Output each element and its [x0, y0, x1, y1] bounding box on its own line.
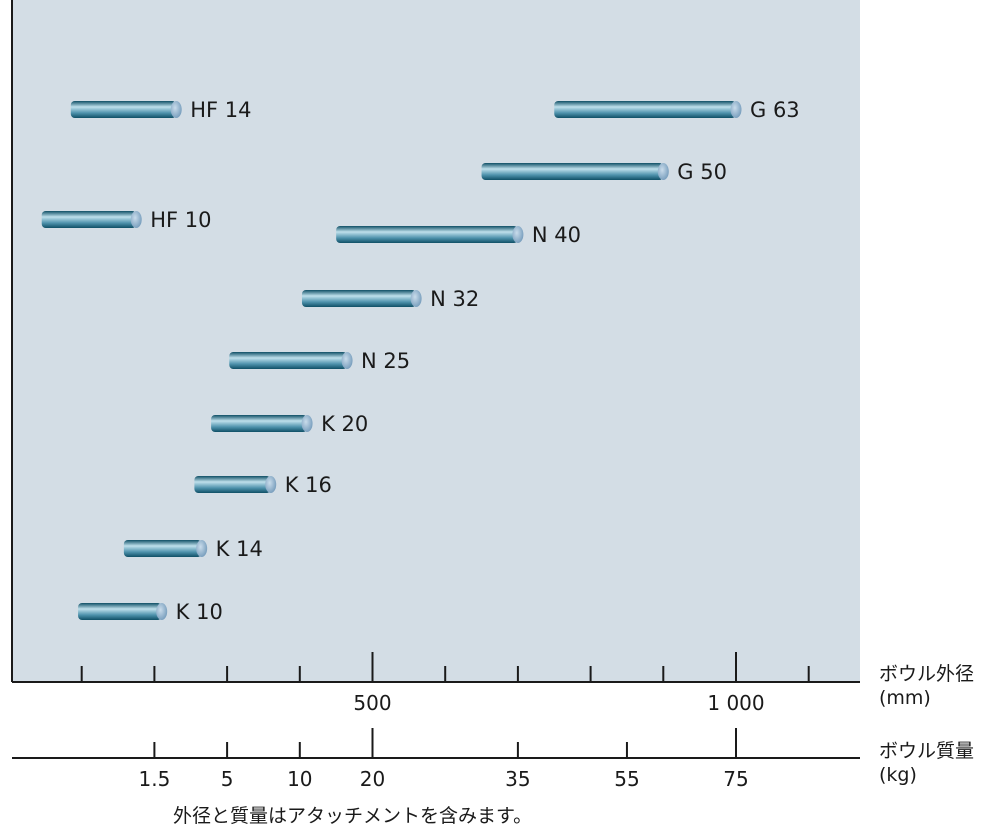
range-bar-end-cap: [301, 415, 313, 432]
range-bar-body: [41, 211, 137, 228]
range-bar-end-cap: [341, 352, 353, 369]
range-bar-label: G 63: [750, 98, 800, 122]
range-bar-body: [336, 226, 518, 243]
footnote: 外径と質量はアタッチメントを含みます。: [173, 805, 532, 827]
range-bar-end-cap: [512, 226, 524, 243]
diameter-axis-title-line1: ボウル外径: [879, 663, 974, 685]
range-bar-body: [301, 290, 417, 307]
diameter-tick-label: 500: [353, 691, 391, 715]
diameter-axis-title-line2: (mm): [879, 687, 931, 709]
range-bar-end-cap: [657, 163, 669, 180]
range-bar-end-cap: [730, 101, 742, 118]
range-bar-label: K 10: [176, 600, 223, 624]
range-bar: HF 14: [70, 98, 251, 122]
mass-tick-label: 5: [221, 767, 234, 791]
range-bar: G 50: [481, 160, 727, 184]
range-bar-label: K 20: [321, 412, 368, 436]
range-bar-end-cap: [265, 476, 277, 493]
range-bar-label: G 50: [677, 160, 727, 184]
range-bar-label: K 16: [285, 473, 332, 497]
range-bar-body: [554, 101, 736, 118]
range-bar-label: N 40: [532, 223, 581, 247]
mass-axis-title-line1: ボウル質量: [879, 740, 974, 762]
range-bar-body: [70, 101, 177, 118]
mass-tick-label: 55: [614, 767, 639, 791]
mass-tick-label: 1.5: [138, 767, 170, 791]
range-bar: N 32: [301, 287, 479, 311]
range-bar: K 16: [194, 473, 332, 497]
range-bar-body: [481, 163, 664, 180]
range-bar: K 10: [78, 600, 223, 624]
mass-axis-title-line2: (kg): [879, 764, 917, 786]
range-bar: K 14: [123, 537, 263, 561]
mass-axis: 1.5 5 10 20 35 55 75: [12, 728, 860, 791]
mass-tick-label: 35: [505, 767, 530, 791]
diameter-axis: 500 1 000: [11, 0, 860, 715]
range-bar-end-cap: [170, 101, 182, 118]
range-bar-body: [194, 476, 271, 493]
range-bar-end-cap: [156, 603, 168, 620]
range-bar-end-cap: [410, 290, 422, 307]
mass-tick-label: 75: [723, 767, 748, 791]
range-bar-body: [123, 540, 202, 557]
range-bar-label: K 14: [216, 537, 263, 561]
range-bar-end-cap: [196, 540, 208, 557]
mass-tick-label: 20: [360, 767, 385, 791]
range-bar-body: [78, 603, 162, 620]
range-bar: N 40: [336, 223, 581, 247]
range-bar-body: [211, 415, 308, 432]
range-bar: G 63: [554, 98, 800, 122]
range-bar: HF 10: [41, 208, 212, 232]
mass-tick-label: 10: [287, 767, 312, 791]
range-bar: N 25: [229, 349, 410, 373]
range-bar-label: N 32: [430, 287, 479, 311]
bars-layer: HF 14 G 63 G 50 HF 10 N 40 N 32 N 25 K 20 K 16 K …: [41, 98, 800, 624]
range-bar-label: HF 14: [190, 98, 251, 122]
range-bar-body: [229, 352, 348, 369]
range-bar-label: HF 10: [150, 208, 211, 232]
diameter-tick-label: 1 000: [707, 691, 764, 715]
range-bar-label: N 25: [361, 349, 410, 373]
range-bar: K 20: [211, 412, 368, 436]
range-bar-end-cap: [130, 211, 142, 228]
